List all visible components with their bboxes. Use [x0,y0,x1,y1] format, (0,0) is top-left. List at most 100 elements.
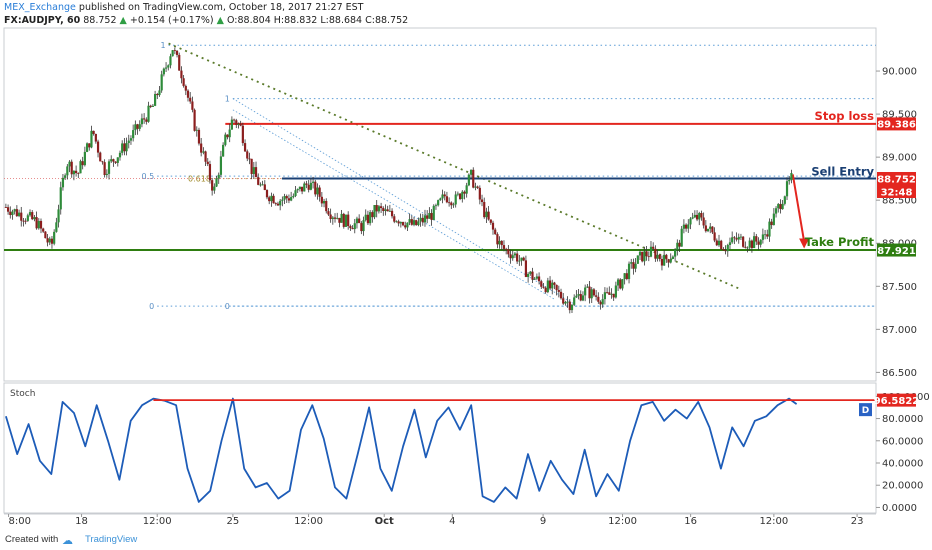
candle [783,195,786,206]
candle [28,209,32,217]
candle [156,92,159,100]
svg-text:87.921: 87.921 [877,246,916,257]
candle [421,213,424,226]
price-change: +0.154 (+0.17%) [129,15,214,26]
candle [487,206,490,221]
candle [656,249,659,262]
candle [66,164,69,180]
candle [630,258,633,269]
candle [592,287,596,297]
candle [164,62,168,73]
stoch-line [5,397,798,503]
fibonacci-level-label: 0.618 [188,175,211,184]
stoch-axis-label: 0.0000 [882,503,917,514]
candle [39,218,43,234]
candle [478,185,481,205]
channel-line[interactable] [232,98,574,304]
candle [746,246,749,253]
candle [17,209,21,218]
candle [676,239,679,256]
candle [197,127,201,146]
candle [641,251,644,263]
candle [533,276,536,280]
candle [364,209,367,222]
candle [81,156,84,170]
channel-line[interactable] [232,109,555,300]
grid-layer [3,27,877,515]
candle [265,189,269,200]
candle [274,202,277,206]
candle [687,219,690,233]
candle [713,227,716,243]
candle [660,255,664,271]
candle [426,210,429,224]
candle [349,224,352,231]
candle [720,239,723,250]
candle [439,197,442,201]
candle [454,191,457,208]
candle [90,125,93,149]
candle [53,229,56,246]
candle [777,203,780,213]
time-axis-label: 12:00 [608,516,637,527]
candle [292,193,295,199]
trend-line[interactable] [168,42,741,290]
candle [134,120,137,136]
candle [480,194,484,207]
candle [15,205,18,217]
symbol-label[interactable]: FX:AUDJPY, 60 [4,15,81,26]
candle [272,193,275,204]
candle [153,90,157,107]
candle [537,272,541,285]
candle [404,221,407,230]
candle [226,134,229,140]
candle [781,199,784,210]
candle [75,165,78,177]
candle [621,279,624,291]
d-badge[interactable]: D [859,403,872,417]
candle [206,158,209,167]
candle [474,182,477,191]
created-with-text: Created with [5,534,59,545]
candle [616,278,620,291]
candle [237,122,240,129]
candle [145,117,148,125]
candle [184,84,187,96]
publisher-name[interactable]: MEX_Exchange [4,2,76,13]
stop-loss-label: Stop loss [815,109,875,123]
svg-text:D: D [862,406,869,416]
candle [68,160,71,173]
candle [735,232,738,242]
candle [46,234,49,247]
candle [500,240,503,251]
candle [753,232,756,249]
time-axis-label: 12:00 [143,516,172,527]
tradingview-brand[interactable]: TradingView [85,534,138,545]
candle [505,247,508,255]
time-axis-label: 12:00 [294,516,323,527]
candle [509,249,512,264]
main-pane-frame [3,27,877,382]
candle [301,186,304,195]
candle [476,185,479,189]
candle [333,213,337,223]
stoch-series: Stoch D [5,389,876,503]
candle [605,287,609,294]
candle [748,237,751,251]
candle [524,255,528,278]
axis-layer: 90.00089.50089.00088.50088.00087.50087.0… [8,67,930,527]
candle [360,221,363,235]
time-axis-label: 16 [684,516,697,527]
sell-entry-label: Sell Entry [811,164,874,178]
price-chart[interactable]: 1 0.5 0 1 0.618 0 Stop loss Sell Entry Take Prof… [0,26,932,530]
price-axis-label: 87.000 [882,325,917,336]
candle [252,162,255,179]
candle [83,146,86,167]
candle [733,235,736,245]
candle [232,118,236,124]
candle [211,177,214,196]
candle [311,176,315,189]
candle [434,203,438,210]
projection-arrow[interactable] [791,174,806,242]
candle [228,123,231,143]
